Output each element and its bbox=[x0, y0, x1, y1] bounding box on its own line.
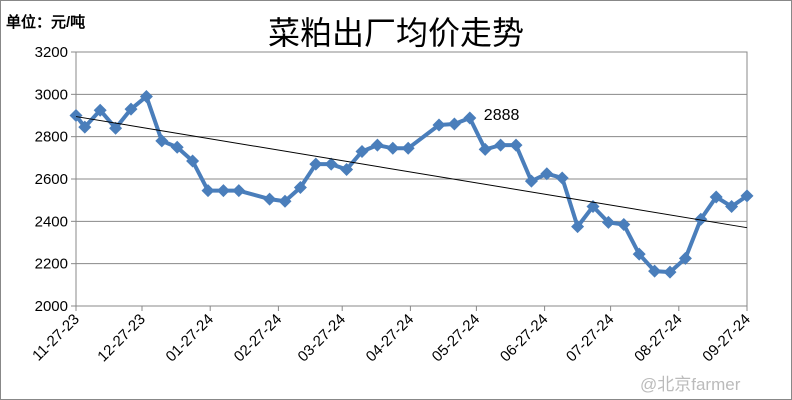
data-point bbox=[709, 190, 723, 204]
y-tick-label: 2800 bbox=[35, 129, 68, 146]
data-point bbox=[232, 184, 246, 198]
data-point bbox=[494, 138, 508, 152]
data-point bbox=[648, 264, 662, 278]
data-point bbox=[386, 141, 400, 155]
data-point bbox=[370, 138, 384, 152]
y-tick-label: 2600 bbox=[35, 171, 68, 188]
data-point bbox=[694, 212, 708, 226]
data-point bbox=[478, 142, 492, 156]
chart-title: 菜粕出厂均价走势 bbox=[268, 15, 524, 51]
data-point bbox=[78, 120, 92, 134]
y-tick-label: 2000 bbox=[35, 298, 68, 315]
data-point bbox=[632, 247, 646, 261]
data-point bbox=[555, 171, 569, 185]
trendline bbox=[75, 116, 748, 229]
y-tick-label: 3200 bbox=[35, 44, 68, 61]
data-point bbox=[355, 144, 369, 158]
data-point bbox=[524, 174, 538, 188]
data-point bbox=[340, 162, 354, 176]
data-point bbox=[432, 118, 446, 132]
data-point bbox=[293, 180, 307, 194]
data-point bbox=[278, 194, 292, 208]
data-point bbox=[617, 218, 631, 232]
data-point bbox=[586, 200, 600, 214]
data-point bbox=[186, 154, 200, 168]
data-point bbox=[324, 157, 338, 171]
data-point bbox=[663, 265, 677, 279]
y-tick-label: 3000 bbox=[35, 86, 68, 103]
data-point bbox=[401, 141, 415, 155]
data-point bbox=[201, 184, 215, 198]
data-point bbox=[740, 189, 754, 203]
data-point bbox=[309, 157, 323, 171]
unit-label: 单位：元/吨 bbox=[6, 13, 85, 31]
data-point bbox=[540, 167, 554, 181]
data-point bbox=[571, 220, 585, 234]
data-point bbox=[678, 251, 692, 265]
data-point bbox=[601, 215, 615, 229]
data-point bbox=[109, 121, 123, 135]
data-point bbox=[263, 192, 277, 206]
y-tick-label: 2200 bbox=[35, 256, 68, 273]
data-point bbox=[447, 117, 461, 131]
data-point bbox=[155, 134, 169, 148]
data-point bbox=[69, 109, 83, 122]
data-label: 2888 bbox=[484, 107, 520, 124]
y-tick-label: 2400 bbox=[35, 213, 68, 230]
data-point bbox=[725, 200, 739, 214]
watermark: @北京farmer bbox=[640, 375, 741, 394]
data-point bbox=[170, 140, 184, 154]
data-point bbox=[509, 138, 523, 152]
data-point bbox=[139, 89, 153, 103]
data-point bbox=[216, 184, 230, 198]
data-point bbox=[124, 102, 138, 116]
data-point bbox=[463, 111, 477, 125]
data-point bbox=[93, 103, 107, 117]
